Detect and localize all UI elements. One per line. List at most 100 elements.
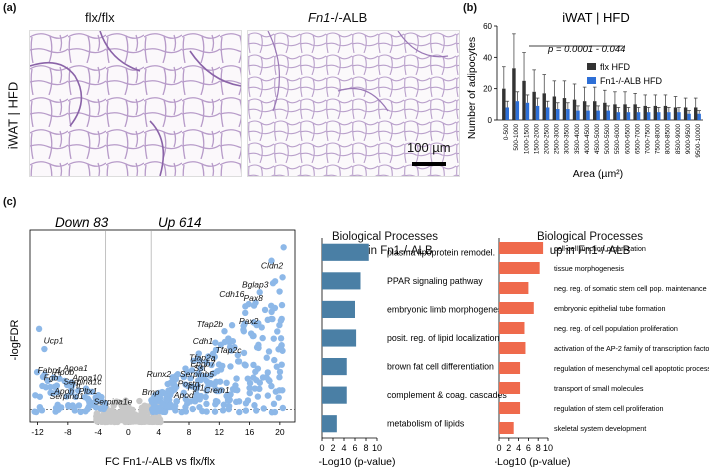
bar-flx	[673, 107, 678, 120]
legend-label-ko: Fn1-/-ALB HFD	[600, 76, 663, 86]
volcano-point-down	[54, 401, 61, 408]
bar-x-tick-label: 10	[372, 443, 382, 453]
volcano-ylabel: -logFDR	[9, 319, 21, 360]
volcano-point-up	[221, 328, 228, 335]
volcano-point-up	[277, 317, 285, 324]
y-tick-label: 0	[488, 116, 493, 125]
volcano-point-up	[149, 408, 157, 416]
volcano-point-up	[211, 353, 218, 361]
chart-b-pvalue: p = 0.0001 - 0.044	[547, 44, 625, 55]
volcano-point-up	[276, 374, 283, 381]
volcano-point-up	[203, 400, 210, 408]
x-tick-label: 5000-5500	[604, 124, 611, 155]
process-label: PPAR signaling pathway	[387, 276, 483, 286]
volcano-point-up	[264, 392, 272, 399]
x-tick-label: 4000-4500	[584, 124, 591, 155]
volcano-down-label: Down 83	[55, 215, 109, 230]
process-bar	[499, 342, 526, 354]
volcano-point-up	[169, 374, 176, 381]
y-tick-label: 20	[483, 85, 492, 94]
bar-flx	[552, 96, 557, 120]
x-tick-label: 3500-4000	[574, 124, 581, 155]
volcano-point-up	[258, 324, 265, 331]
volcano-point-down	[44, 377, 51, 385]
bar-flx	[653, 105, 658, 120]
bar-ko	[697, 113, 701, 120]
volcano-point-down	[69, 402, 76, 409]
process-bar	[499, 302, 534, 314]
bar-chart-up: -Log10 (p-value) 0 2 4 6 8 10 cell-cell juncti…	[495, 238, 709, 468]
volcano-point-up	[250, 361, 257, 369]
bar-ko	[556, 109, 560, 120]
bar-flx	[593, 101, 597, 120]
volcano-point-up	[244, 375, 251, 382]
volcano-point-up	[212, 397, 220, 405]
panel-c-label: (c)	[3, 196, 17, 208]
process-bar	[322, 243, 369, 261]
gene-label: Ucp1	[44, 335, 64, 345]
volcano-point-up	[246, 389, 253, 397]
volcano-xlabel: FC Fn1-/-ALB vs flx/flx	[105, 456, 216, 468]
volcano-point-up	[278, 301, 286, 309]
volcano-point-down	[33, 368, 41, 376]
volcano-point-up	[268, 315, 275, 323]
process-label: neg. reg. of cell population proliferati…	[554, 324, 678, 333]
process-label: transport of small molecules	[554, 384, 644, 393]
gene-label: Sst	[194, 363, 207, 373]
process-bar	[499, 262, 540, 274]
volcano-point-up	[231, 386, 239, 393]
volcano-point-down	[41, 371, 48, 378]
volcano-point-up	[165, 387, 172, 394]
volcano-point-up	[219, 407, 227, 414]
volcano-point-up	[242, 400, 250, 407]
volcano-point-up	[216, 378, 224, 385]
process-bar	[499, 422, 514, 434]
y-tick-label: 60	[483, 22, 492, 31]
volcano-point-up	[227, 391, 234, 398]
process-label: brown fat cell differentiation	[387, 362, 494, 372]
volcano-point-up	[212, 346, 220, 354]
volcano-point-up	[188, 383, 196, 390]
volcano-point-down	[41, 345, 48, 353]
process-label: plasma lipoprotein remodel.	[387, 247, 495, 257]
bar-ko	[606, 110, 610, 120]
volcano-point-down	[85, 388, 92, 395]
volcano-point-up	[270, 400, 278, 408]
volcano-point-down	[49, 390, 56, 397]
gene-label: Pltx1	[78, 386, 97, 396]
bar-x-tick-label: 2	[506, 443, 511, 453]
gene-label: Bglap3	[242, 280, 269, 290]
gene-label: Serpind1	[50, 391, 84, 401]
bar-ko	[687, 113, 691, 120]
x-tick-label: 2500-3000	[554, 124, 561, 155]
gene-label: Fgf1	[187, 382, 204, 392]
volcano-plot: Down 83 Up 614 -logFDR FC Fn1-/-ALB vs f…	[9, 215, 296, 468]
bar-flx	[572, 99, 577, 120]
bar-x-tick-label: 4	[341, 443, 346, 453]
volcano-point-ns	[138, 404, 146, 412]
process-label: complement & coag. cascades	[387, 390, 507, 400]
adipocyte-histogram: iWAT | HFD p = 0.0001 - 0.044 Number of …	[466, 10, 703, 180]
volcano-point-up	[271, 278, 279, 285]
bar-flx	[542, 93, 546, 120]
gene-label: Apoa1	[62, 363, 88, 373]
volcano-point-up	[273, 363, 281, 370]
volcano-point-up	[197, 365, 204, 372]
gene-label: Ttr	[71, 380, 83, 390]
chart-b-title: iWAT | HFD	[562, 10, 629, 25]
bar-flx	[502, 88, 506, 120]
gene-label: Bmp	[142, 387, 160, 397]
volcano-point-up	[171, 386, 178, 393]
volcano-point-ns	[124, 418, 131, 425]
bar-x-tick-label: 6	[352, 443, 357, 453]
volcano-point-down	[52, 408, 59, 415]
volcano-point-up	[208, 361, 215, 369]
bar-x-tick-label: 8	[363, 443, 368, 453]
bar-flx	[512, 68, 516, 120]
volcano-point-up	[151, 395, 159, 403]
bar-down-title-line1: Biological Processes	[331, 231, 439, 243]
x-tick-label: 5500-6000	[614, 124, 621, 155]
volcano-point-down	[75, 402, 83, 409]
x-tick-label: 4500-5000	[594, 124, 601, 155]
